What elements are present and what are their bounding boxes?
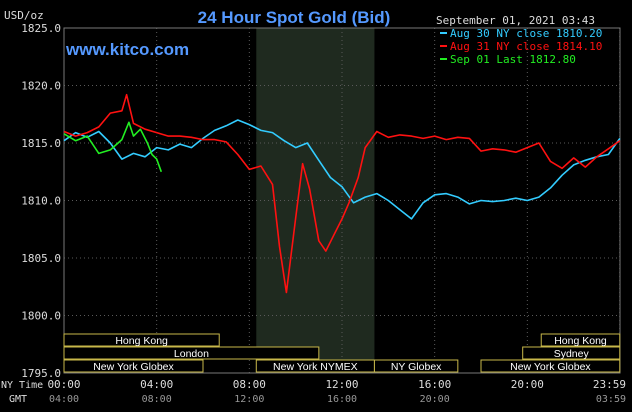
chart-title: 24 Hour Spot Gold (Bid) [198,8,391,27]
market-label: New York Globex [93,361,174,373]
nymex-session-shade [256,28,375,373]
x-tick-label-ny: 04:00 [140,378,173,391]
x-tick-label-ny: 12:00 [325,378,358,391]
x-tick-label-gmt: 08:00 [142,394,172,405]
y-tick-label: 1805.0 [21,252,61,265]
x-axis-label-gmt: GMT [9,394,27,405]
legend-entry: Aug 31 NY close 1814.10 [450,40,602,53]
y-tick-label: 1800.0 [21,310,61,323]
market-box [480,359,621,373]
market-label: NY Globex [391,361,442,373]
market-box [373,359,459,373]
market-label: London [174,348,209,360]
market-box [63,346,320,360]
x-tick-label-ny: 08:00 [233,378,266,391]
y-tick-label: 1795.0 [21,367,61,380]
market-box [63,359,204,373]
market-label: New York NYMEX [273,361,358,373]
watermark: www.kitco.com [65,40,189,59]
market-label: New York Globex [510,361,591,373]
market-label: Hong Kong [115,335,168,347]
y-tick-label: 1825.0 [21,22,61,35]
series-line-2 [63,93,621,294]
market-box [522,346,621,360]
x-tick-label-gmt: 16:00 [327,394,357,405]
y-unit-label: USD/oz [4,9,44,22]
market-box [63,333,220,347]
x-tick-label-ny: 20:00 [511,378,544,391]
plot-border [63,27,621,374]
x-tick-label-gmt: 04:00 [49,394,79,405]
legend-entry: Aug 30 NY close 1810.20 [450,27,602,40]
x-tick-label-gmt: 20:00 [420,394,450,405]
y-tick-label: 1815.0 [21,137,61,150]
x-tick-label-ny: 16:00 [418,378,451,391]
x-tick-label-gmt: 03:59 [596,394,626,405]
series-line-3 [63,121,163,173]
market-label: Hong Kong [554,335,607,347]
y-tick-label: 1810.0 [21,195,61,208]
market-label: Sydney [554,348,590,360]
x-axis-label-ny: NY Time [1,380,43,391]
y-tick-label: 1820.0 [21,80,61,93]
legend-entry: Sep 01 Last 1812.80 [450,53,576,66]
x-tick-label-gmt: 12:00 [234,394,264,405]
market-box [540,333,621,347]
x-tick-label-ny: 23:59 [593,378,626,391]
series-line-1 [63,119,621,220]
timestamp: September 01, 2021 03:43 [436,14,595,27]
x-tick-label-ny: 00:00 [47,378,80,391]
